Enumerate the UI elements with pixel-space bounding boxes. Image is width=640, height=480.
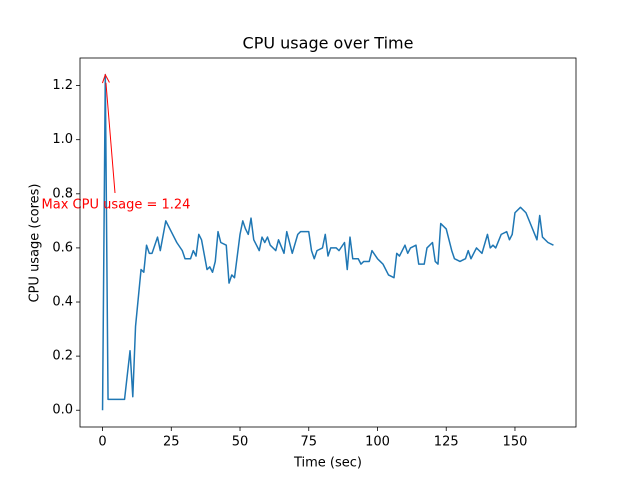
annotation-arrow-head [101, 73, 110, 84]
x-tick-label: 0 [98, 435, 106, 450]
x-tick-label: 150 [503, 435, 528, 450]
x-tick-label: 100 [365, 435, 390, 450]
x-tick-label: 125 [434, 435, 459, 450]
x-axis-label: Time (sec) [293, 456, 362, 471]
plot-frame [79, 57, 577, 428]
y-tick-label: 1.2 [52, 78, 73, 93]
y-tick-label: 0.2 [52, 349, 73, 364]
x-tick-label: 50 [232, 435, 249, 450]
y-tick-label: 1.0 [52, 132, 73, 147]
y-tick-label: 0.8 [52, 186, 73, 201]
y-tick-label: 0.4 [52, 295, 73, 310]
chart-title: CPU usage over Time [243, 34, 414, 53]
y-tick-label: 0.0 [52, 403, 73, 418]
line [101, 74, 554, 411]
y-axis-label: CPU usage (cores) [28, 184, 43, 303]
y-tick-label: 0.6 [52, 240, 73, 255]
annotation: Max CPU usage = 1.24 [42, 198, 191, 213]
x-tick-label: 25 [163, 435, 180, 450]
x-tick-label: 75 [300, 435, 317, 450]
annotation-arrow [105, 82, 116, 194]
